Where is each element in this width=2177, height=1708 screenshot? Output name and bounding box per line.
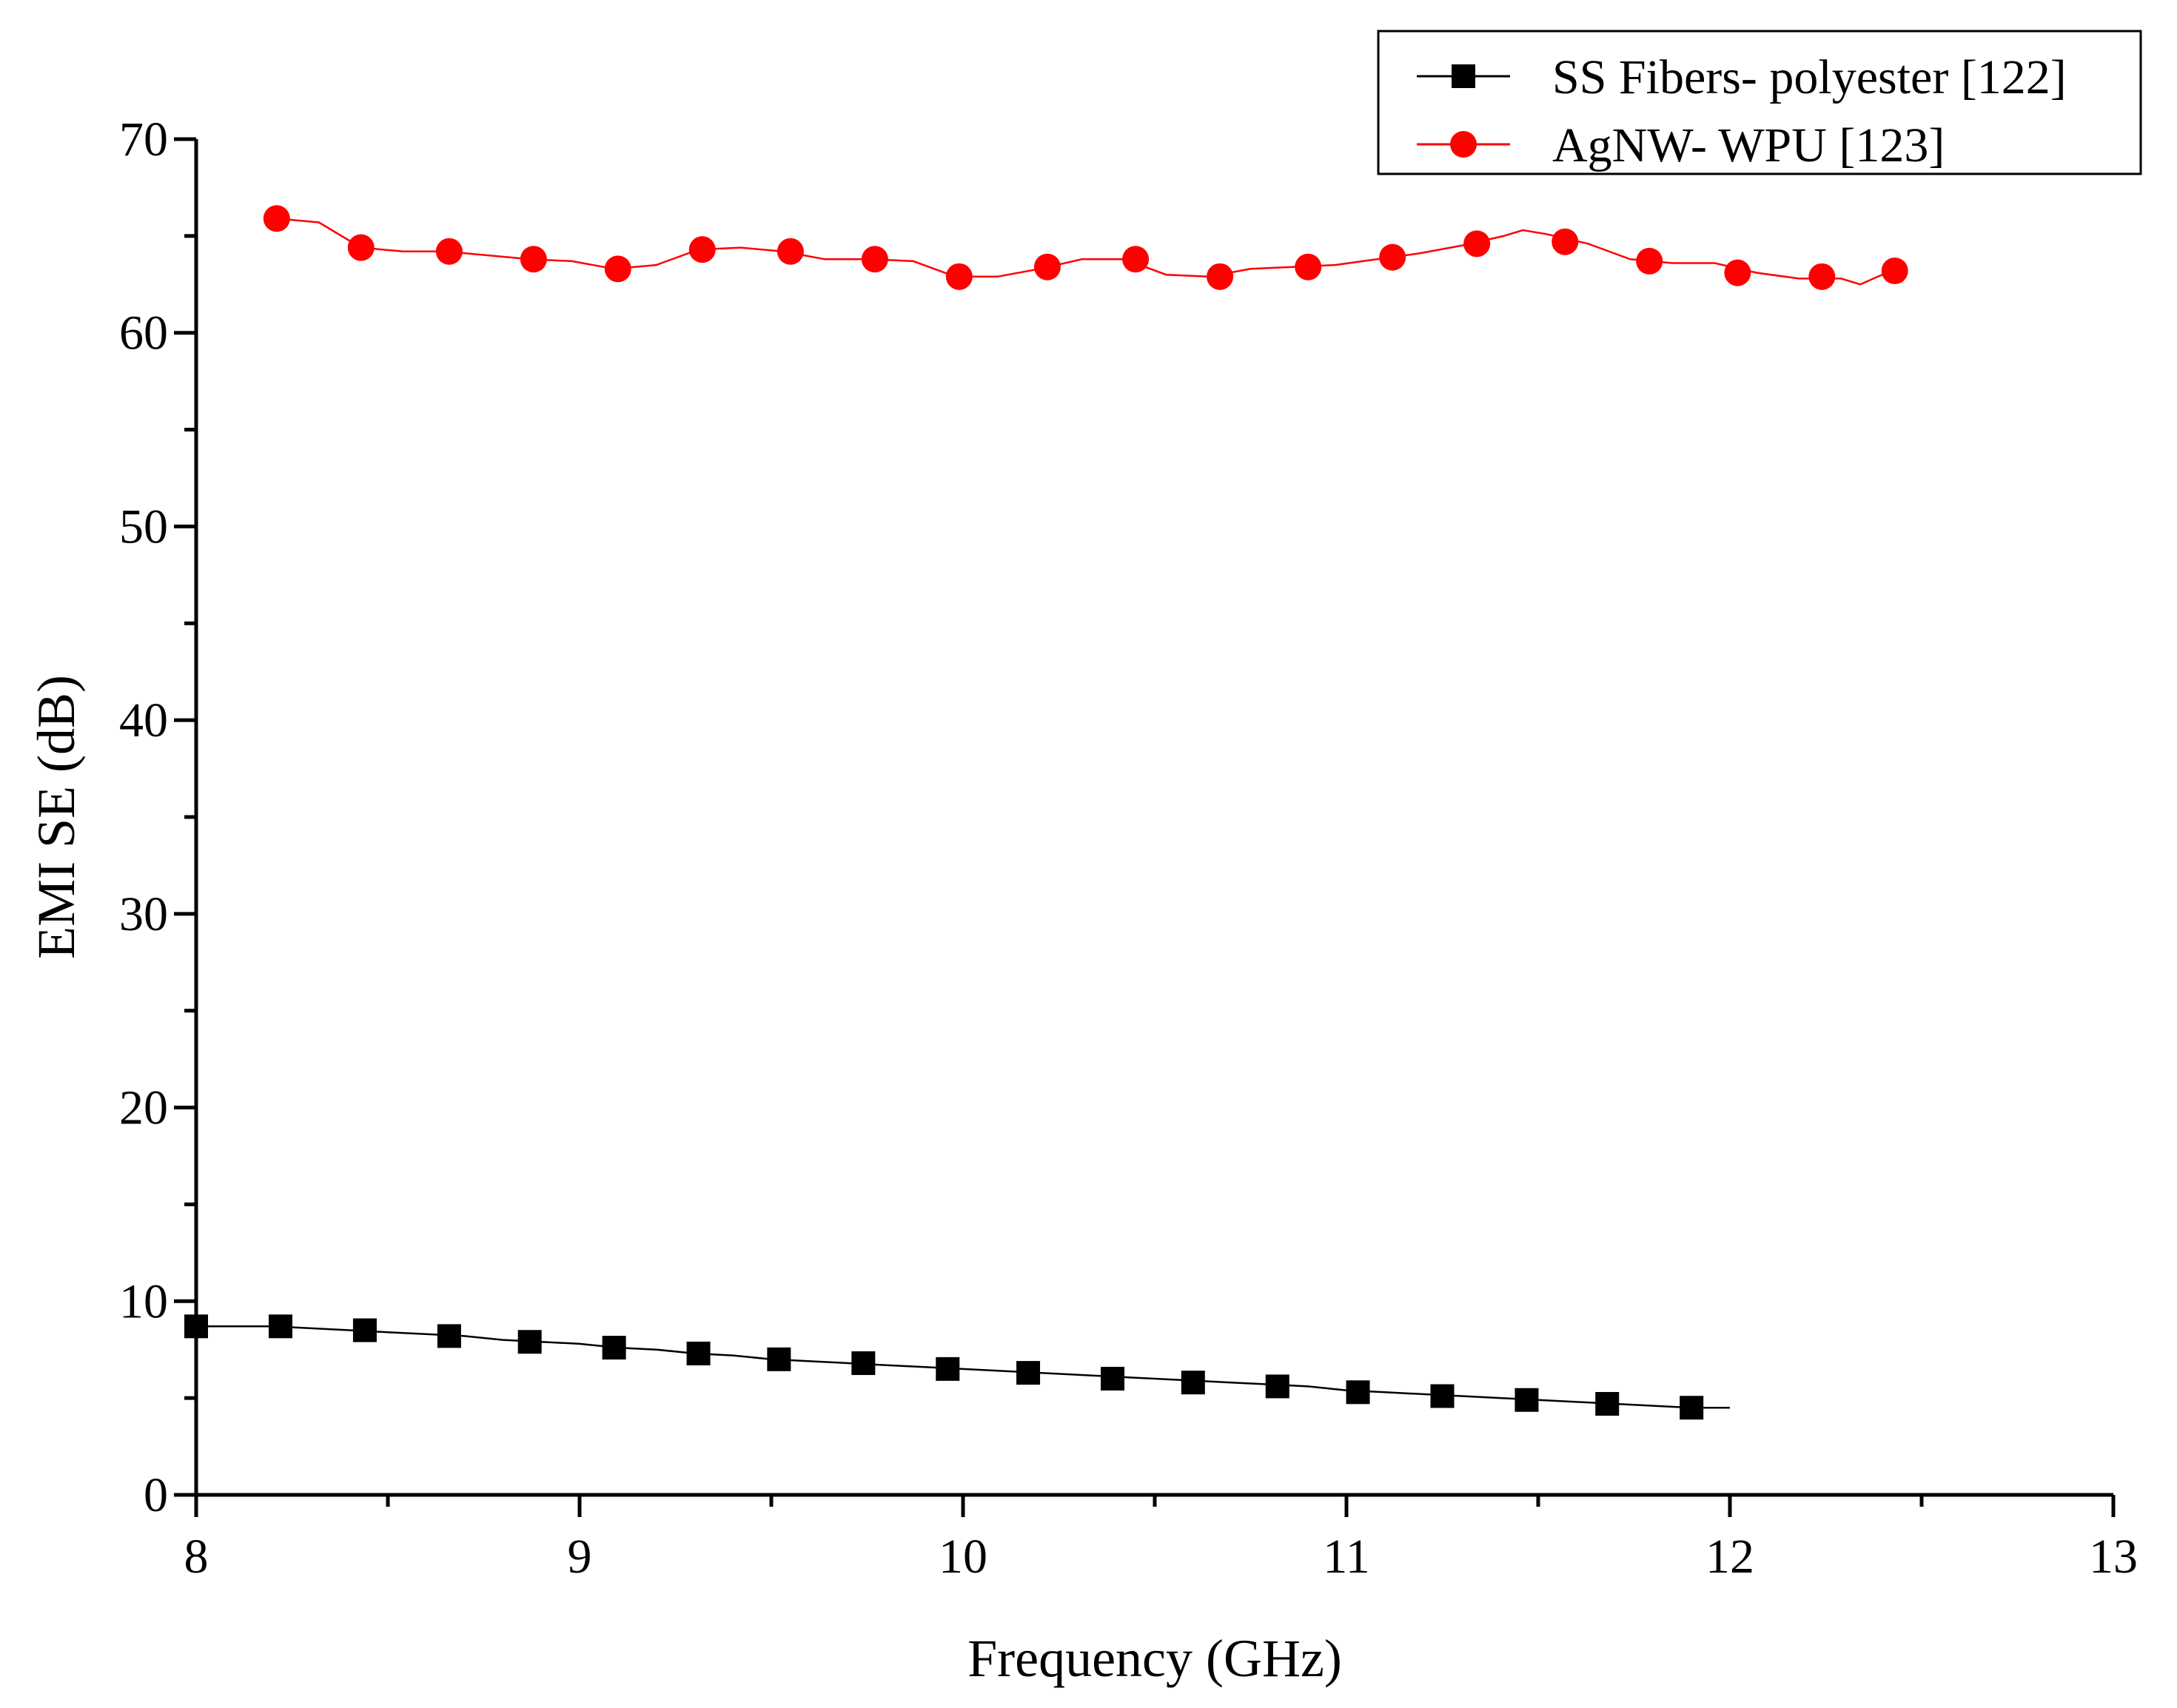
- legend: SS Fibers- polyester [122] AgNW- WPU [123…: [1377, 30, 2142, 175]
- y-tick-label: 70: [119, 112, 168, 167]
- data-point: [1552, 228, 1579, 255]
- legend-marker: [1450, 131, 1477, 158]
- x-tick-label: 13: [2089, 1530, 2138, 1584]
- data-point: [1724, 259, 1751, 286]
- series-2: [263, 205, 1908, 290]
- data-point: [604, 255, 631, 283]
- data-point: [1636, 247, 1663, 275]
- y-tick-label: 30: [119, 887, 168, 941]
- data-point: [1265, 1374, 1289, 1399]
- y-tick-label: 50: [119, 500, 168, 554]
- series-layer: [184, 205, 1908, 1420]
- data-point: [268, 1314, 292, 1339]
- x-tick-label: 11: [1323, 1530, 1370, 1584]
- legend-marker: [1452, 64, 1475, 88]
- x-tick-label: 8: [184, 1530, 209, 1584]
- y-tick-label: 0: [144, 1468, 168, 1522]
- data-point: [767, 1347, 791, 1371]
- y-axis-ticks: 0 10 20 30 40 50 60 70: [119, 112, 196, 1522]
- data-point: [1033, 253, 1061, 280]
- data-point: [851, 1351, 876, 1376]
- data-point: [517, 1330, 542, 1354]
- y-tick-label: 10: [119, 1274, 168, 1328]
- data-point: [1881, 257, 1908, 284]
- data-point: [347, 234, 375, 261]
- series-line: [196, 1325, 1730, 1409]
- data-point: [435, 238, 463, 265]
- x-tick-label: 9: [568, 1530, 592, 1584]
- data-point: [437, 1324, 461, 1348]
- data-point: [1430, 1384, 1455, 1408]
- x-tick-label: 12: [1705, 1530, 1754, 1584]
- data-point: [1122, 246, 1150, 273]
- data-point: [1207, 263, 1234, 290]
- data-point: [686, 1341, 711, 1365]
- legend-label: AgNW- WPU [123]: [1552, 118, 1945, 172]
- data-point: [1379, 243, 1406, 271]
- y-tick-label: 40: [119, 693, 168, 747]
- legend-label: SS Fibers- polyester [122]: [1552, 50, 2067, 104]
- series-1: [184, 1314, 1730, 1420]
- data-point: [1514, 1388, 1539, 1412]
- legend-box: [1377, 30, 2142, 175]
- legend-entry: SS Fibers- polyester [122]: [1417, 50, 2067, 104]
- data-point: [1680, 1396, 1704, 1420]
- data-point: [1346, 1380, 1370, 1405]
- x-axis-title: Frequency (GHz): [967, 1629, 1342, 1688]
- data-point: [1181, 1371, 1205, 1395]
- x-tick-label: 10: [939, 1530, 987, 1584]
- data-point: [602, 1336, 626, 1360]
- data-point: [1595, 1391, 1620, 1416]
- data-point: [1463, 230, 1491, 258]
- data-point: [1016, 1361, 1041, 1385]
- data-point: [520, 246, 547, 273]
- data-point: [688, 236, 716, 263]
- x-axis-ticks: 8 9 10 11 12 13: [184, 1495, 2138, 1584]
- data-point: [1808, 263, 1836, 290]
- data-point: [1295, 253, 1322, 280]
- legend-entry: AgNW- WPU [123]: [1417, 118, 1945, 172]
- data-point: [776, 238, 804, 265]
- axes: [194, 139, 2113, 1497]
- data-point: [263, 205, 290, 232]
- data-point: [1101, 1366, 1125, 1391]
- y-axis-title: EMI SE (dB): [27, 675, 86, 959]
- data-point: [936, 1356, 960, 1381]
- data-point: [945, 263, 973, 290]
- data-point: [184, 1314, 208, 1339]
- y-tick-label: 60: [119, 306, 168, 360]
- data-point: [352, 1318, 377, 1342]
- y-tick-label: 20: [119, 1081, 168, 1135]
- data-point: [861, 246, 888, 273]
